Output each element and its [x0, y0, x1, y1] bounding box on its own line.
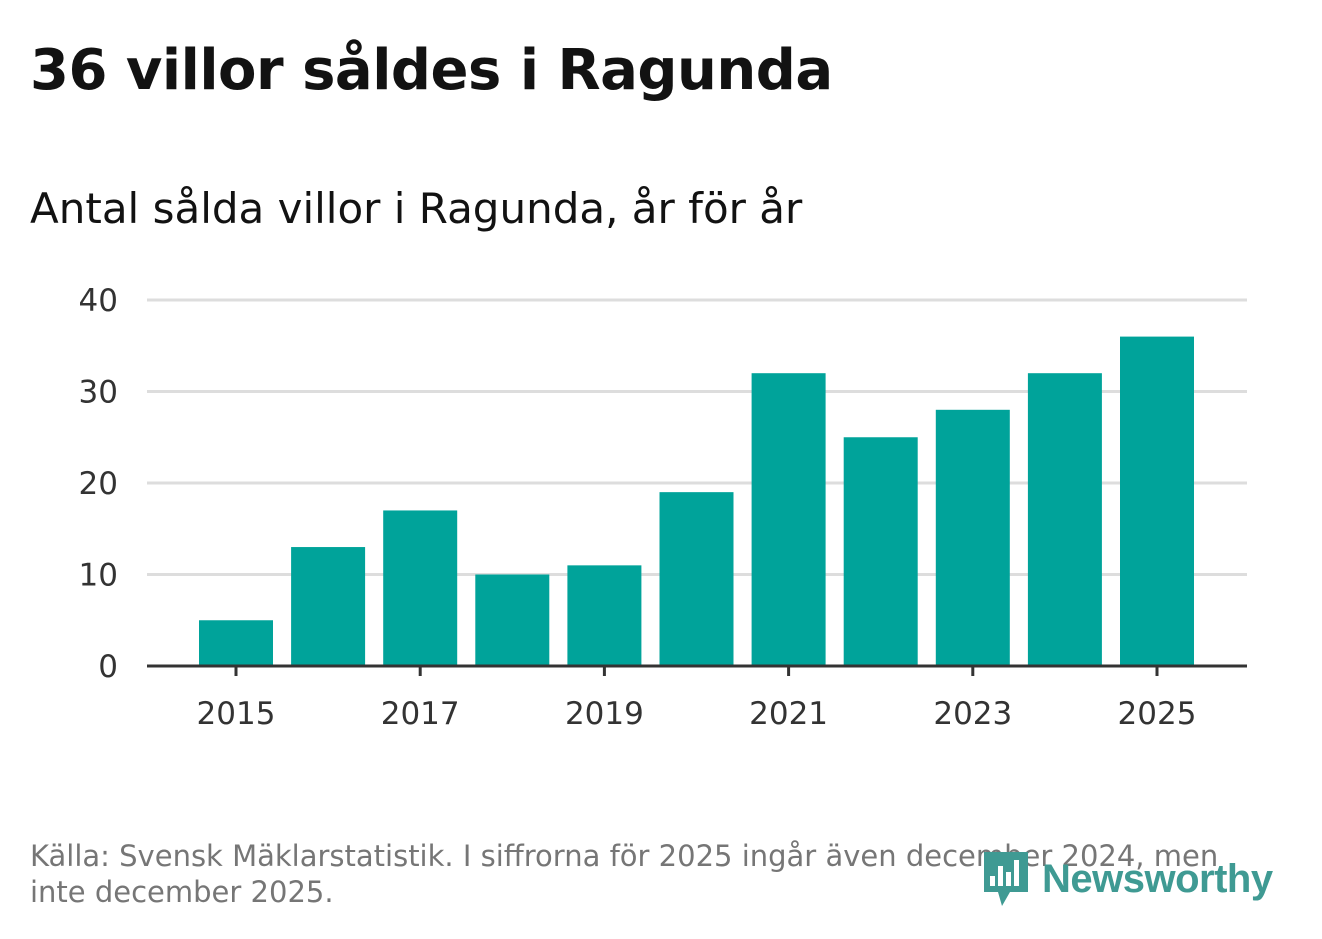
- newsworthy-logo-text: Newsworthy: [1042, 856, 1273, 901]
- x-tick-label: 2021: [749, 696, 828, 732]
- bar-2017: [383, 510, 458, 666]
- bar-2021: [751, 373, 826, 666]
- y-tick-label: 40: [79, 283, 118, 319]
- x-tick-label: 2015: [197, 696, 276, 732]
- bar-2016: [291, 547, 366, 666]
- chart-subtitle: Antal sålda villor i Ragunda, år för år: [30, 184, 803, 233]
- y-tick-label: 30: [79, 375, 118, 411]
- x-tick-label: 2019: [565, 696, 644, 732]
- axes: 0 10 20 30 40 2015 2017 2019 2021 2023 2025: [79, 283, 1247, 732]
- bar-2025: [1120, 336, 1194, 666]
- bar-2015: [199, 620, 273, 666]
- bar-2018: [475, 574, 550, 666]
- bar-2023: [935, 409, 1010, 666]
- bar-2024: [1027, 373, 1102, 666]
- bar-2020: [659, 492, 734, 666]
- y-tick-label: 0: [98, 649, 118, 685]
- bar-2019: [567, 565, 642, 666]
- y-tick-label: 20: [79, 466, 118, 502]
- bar-chart: 0 10 20 30 40 2015 2017 2019 2021 2023 2025: [79, 283, 1247, 732]
- newsworthy-logo: Newsworthy: [980, 848, 1273, 910]
- x-tick-label: 2023: [933, 696, 1012, 732]
- x-tick-label: 2017: [381, 696, 460, 732]
- newsworthy-logo-icon: [984, 852, 1028, 906]
- chart-title: 36 villor såldes i Ragunda: [30, 38, 833, 103]
- x-tick-label: 2025: [1118, 696, 1197, 732]
- y-tick-label: 10: [79, 558, 118, 594]
- bar-2022: [843, 437, 918, 666]
- bars: [199, 336, 1194, 666]
